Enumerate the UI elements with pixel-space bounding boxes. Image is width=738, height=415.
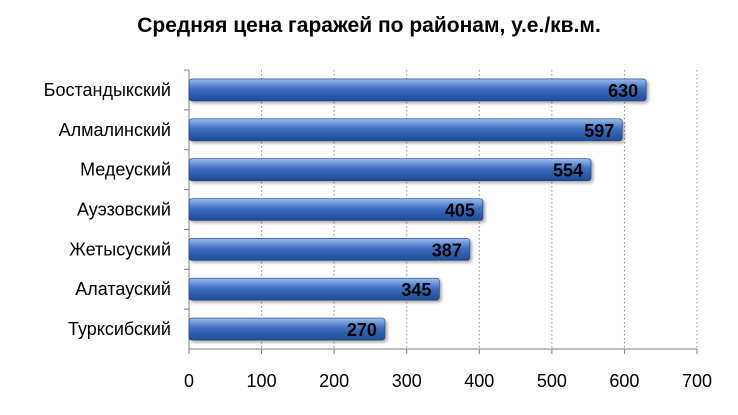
data-label: 387 — [432, 240, 462, 260]
bar — [188, 277, 440, 301]
category-label: Ауэзовский — [77, 200, 171, 220]
category-label: Жетысуский — [69, 239, 171, 259]
bar — [188, 78, 647, 102]
x-tick-label: 400 — [464, 371, 494, 391]
category-label: Турксибский — [68, 319, 171, 339]
chart-title: Средняя цена гаражей по районам, у.е./кв… — [137, 14, 601, 37]
x-tick-label: 300 — [392, 371, 422, 391]
x-tick-label: 0 — [184, 371, 194, 391]
x-tick-label: 700 — [682, 371, 712, 391]
bar — [188, 238, 471, 261]
bar — [188, 198, 484, 221]
x-tick-label: 100 — [247, 371, 277, 391]
category-label: Алатауский — [75, 279, 171, 299]
data-label: 554 — [553, 161, 583, 181]
bar — [188, 317, 386, 341]
data-label: 597 — [584, 121, 614, 141]
x-tick-label: 200 — [319, 371, 349, 391]
data-label: 405 — [445, 201, 475, 221]
category-label: Алмалинский — [59, 120, 171, 140]
category-label: Бостандыкский — [44, 80, 171, 100]
bar — [188, 118, 623, 142]
bar — [188, 158, 592, 181]
x-tick-label: 600 — [609, 371, 639, 391]
data-label: 630 — [608, 81, 638, 101]
category-label: Медеуский — [80, 160, 171, 180]
x-tick-label: 500 — [537, 371, 567, 391]
data-label: 345 — [401, 280, 431, 300]
data-label: 270 — [347, 320, 377, 340]
